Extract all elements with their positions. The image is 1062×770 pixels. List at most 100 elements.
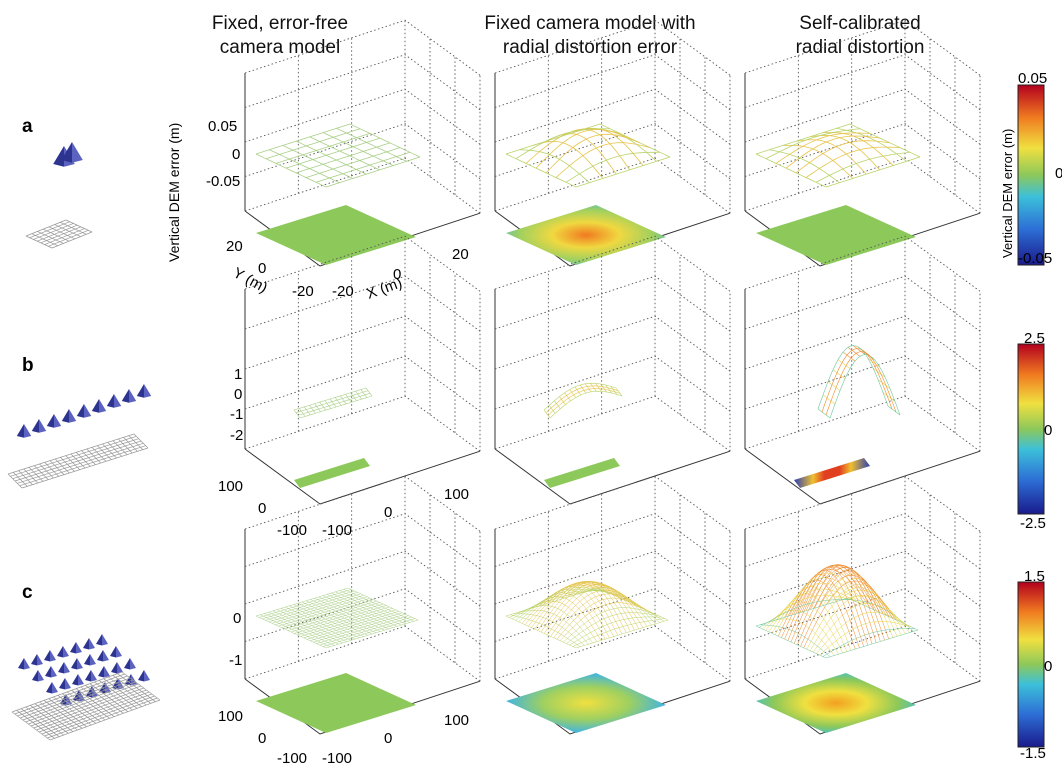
column-header-distortion-error: Fixed camera model with radial distortio…: [470, 12, 710, 60]
panel-b0-axis-base: [244, 448, 481, 505]
floor-surface: [506, 673, 666, 733]
panel-b0-back-grid: [244, 395, 481, 452]
error-mesh: [299, 395, 373, 419]
error-mesh: [265, 128, 361, 160]
z-tick: 0: [233, 610, 242, 627]
colorbar-mid-label: 0: [1044, 658, 1053, 675]
camera-icon: [77, 658, 83, 670]
error-mesh: [314, 403, 321, 412]
panel-b0-top-rim: [244, 235, 481, 292]
error-mesh: [275, 596, 368, 625]
error-mesh: [360, 389, 368, 398]
camera-icon: [32, 670, 38, 682]
error-mesh: [515, 128, 611, 160]
error-mesh: [297, 393, 371, 416]
y-tick: 100: [218, 708, 244, 725]
y-tick: 100: [218, 478, 244, 495]
ground-grid: [21, 447, 149, 489]
camera-icon: [117, 662, 123, 674]
panel-b2-grid-line: [744, 275, 981, 332]
panel-b1-grid-line: [494, 315, 731, 372]
error-mesh: [281, 599, 374, 628]
error-mesh: [825, 156, 921, 188]
error-mesh: [275, 133, 371, 164]
row-label-b: b: [22, 355, 34, 376]
error-mesh: [521, 584, 615, 624]
error-mesh: [569, 616, 662, 646]
error-mesh: [803, 580, 896, 648]
error-mesh: [549, 390, 623, 419]
error-mesh: [817, 345, 889, 410]
error-mesh: [605, 384, 612, 394]
error-mesh: [296, 140, 367, 175]
camera-icon: [90, 654, 96, 666]
camera-icon: [106, 394, 114, 408]
panel-b2-back-grid: [744, 395, 981, 452]
panel-a1-grid-line: [494, 88, 731, 145]
camera-icon: [121, 389, 129, 403]
panel-c1-grid-line: [494, 588, 731, 645]
panel-a2-top-rim: [744, 19, 981, 76]
panel-b0-grid-line: [244, 315, 481, 372]
error-mesh: [569, 389, 576, 398]
camera-icon: [89, 638, 95, 650]
y-tick: 0: [258, 260, 267, 277]
x-tick: -100: [322, 750, 353, 767]
panel-b1-axis-base: [494, 448, 731, 505]
error-mesh: [836, 127, 907, 162]
error-mesh: [293, 409, 301, 419]
column-header-line: Self-calibrated: [799, 13, 921, 34]
error-mesh: [579, 384, 587, 394]
ground-grid: [36, 689, 147, 731]
error-mesh: [255, 153, 327, 188]
error-mesh: [813, 603, 906, 653]
column-header-line: Fixed, error-free: [211, 13, 349, 34]
colorbar-c: [1017, 581, 1045, 748]
ground-grid: [54, 224, 81, 237]
ground-grid: [51, 231, 93, 249]
error-mesh: [815, 151, 911, 183]
column-header-line: radial distortion: [795, 37, 925, 58]
camera-icon: [46, 682, 52, 694]
error-mesh: [505, 587, 599, 617]
panel-c0-grid-line: [244, 550, 481, 607]
error-mesh: [306, 611, 399, 640]
error-mesh: [543, 409, 551, 419]
error-mesh: [269, 149, 340, 184]
error-mesh: [365, 387, 373, 397]
error-mesh: [287, 602, 380, 631]
column-header-line: camera model: [219, 37, 341, 58]
error-mesh: [796, 139, 867, 175]
colorbar-max-label: 0.05: [1018, 70, 1048, 87]
colorbar-b: [1017, 343, 1045, 515]
error-mesh: [755, 123, 851, 155]
error-mesh: [265, 592, 358, 621]
camera-icon: [103, 650, 109, 662]
error-mesh: [590, 383, 597, 392]
camera-icon: [44, 650, 50, 662]
floor-surface: [256, 205, 416, 265]
panel-b2-grid-line: [744, 355, 981, 412]
ground-grid: [39, 691, 150, 733]
error-mesh: [816, 612, 909, 654]
z-tick: -2: [230, 427, 244, 444]
z-tick: 0.05: [208, 118, 238, 135]
error-mesh: [300, 608, 393, 637]
error-mesh: [268, 593, 361, 623]
x-tick: 100: [444, 712, 470, 729]
panel-b0-grid-line: [244, 355, 481, 412]
camera-icon: [72, 674, 78, 686]
ground-grid: [28, 683, 139, 725]
ground-grid: [44, 228, 85, 245]
ground-grid: [37, 231, 64, 244]
ground-grid: [47, 697, 158, 739]
panel-b2-top-rim: [744, 235, 981, 292]
error-mesh: [877, 379, 891, 389]
x-tick: 0: [393, 266, 402, 283]
error-mesh: [805, 146, 901, 178]
panel-c1-top-rim: [494, 475, 731, 532]
ground-grid: [65, 219, 93, 233]
error-mesh: [832, 369, 846, 379]
camera-icon: [84, 404, 92, 418]
camera-icon: [144, 384, 152, 398]
